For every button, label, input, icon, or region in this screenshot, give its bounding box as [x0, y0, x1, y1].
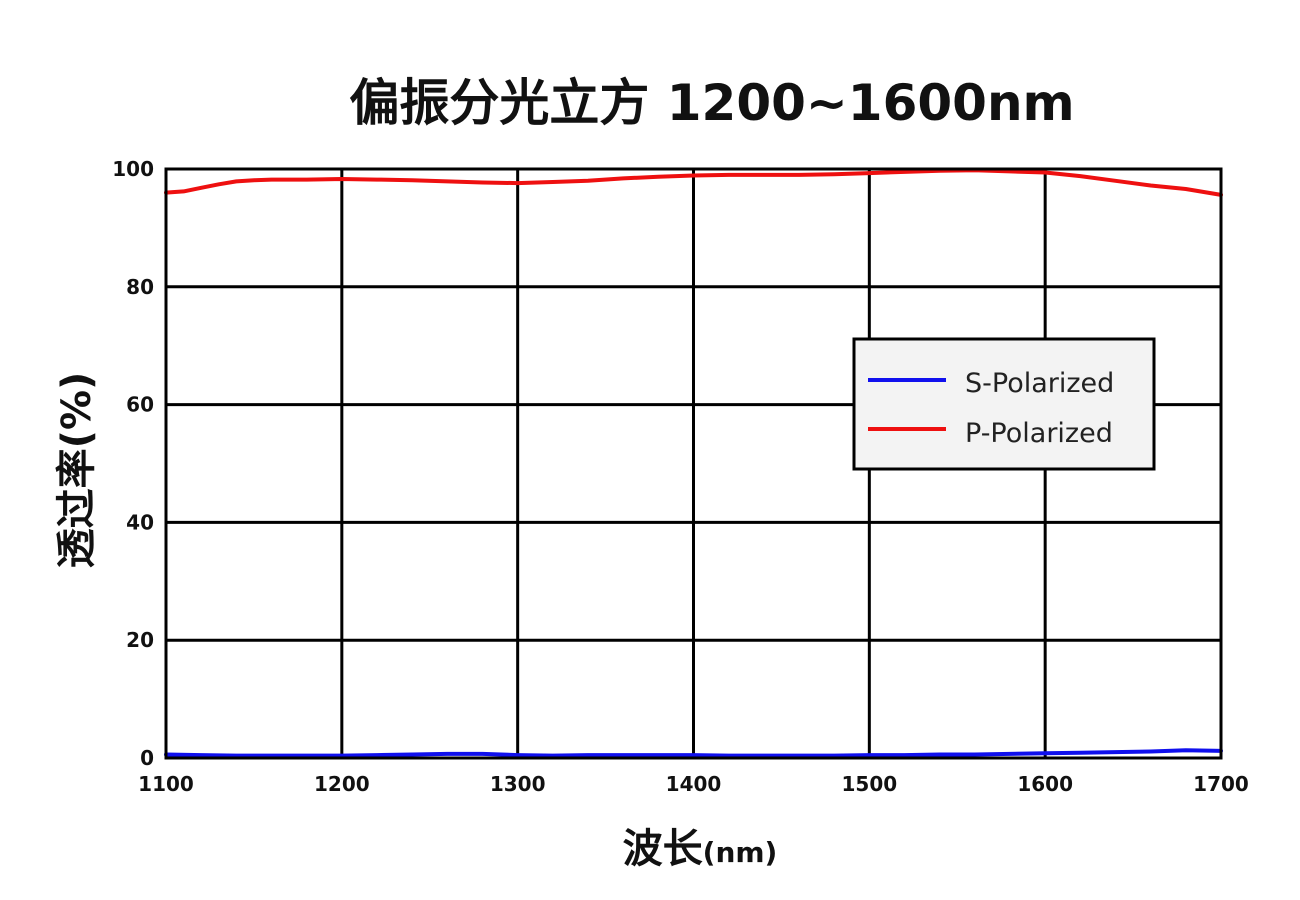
y-tick-label-60: 60 [126, 393, 154, 417]
plot-frame [164, 167, 1223, 760]
x-tick-label-1700: 1700 [1193, 772, 1249, 796]
x-tick-label-1100: 1100 [138, 772, 194, 796]
legend-label-p-polarized: P-Polarized [965, 418, 1113, 449]
legend: S-Polarized P-Polarized [852, 337, 1156, 471]
y-tick-label-20: 20 [126, 628, 154, 652]
x-tick-label-1600: 1600 [1017, 772, 1073, 796]
x-tick-label-1200: 1200 [314, 772, 370, 796]
y-axis-title: 透过率(%) [54, 372, 100, 569]
legend-box [852, 337, 1156, 471]
x-tick-label-1400: 1400 [666, 772, 722, 796]
plot-border [164, 167, 1223, 760]
x-tick-labels: 1100 1200 1300 1400 1500 1600 1700 [138, 772, 1249, 796]
series-layer [164, 168, 1223, 758]
series-line-p-polarized [164, 168, 1223, 197]
x-axis-label: 波长 [623, 826, 703, 872]
y-tick-label-100: 100 [112, 157, 154, 181]
x-tick-label-1500: 1500 [841, 772, 897, 796]
x-axis-unit: (nm) [703, 836, 778, 869]
chart-title: 偏振分光立方 1200~1600nm [349, 74, 1074, 132]
y-tick-label-0: 0 [140, 746, 154, 770]
x-axis-title: 波长(nm) [623, 826, 778, 872]
y-tick-label-80: 80 [126, 275, 154, 299]
y-tick-label-40: 40 [126, 510, 154, 534]
x-tick-label-1300: 1300 [490, 772, 546, 796]
y-tick-labels: 0 20 40 60 80 100 [112, 157, 154, 770]
legend-label-s-polarized: S-Polarized [965, 368, 1114, 399]
series-line-s-polarized [164, 748, 1223, 758]
